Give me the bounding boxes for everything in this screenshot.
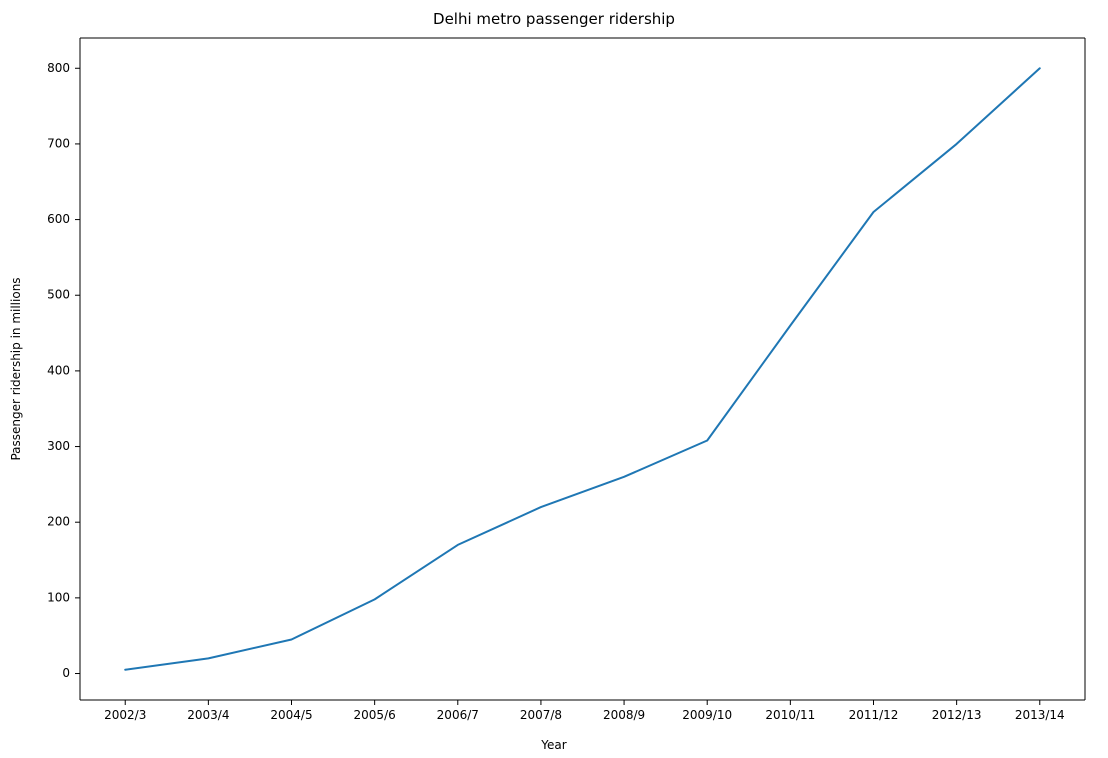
y-tick-label: 200 [47, 515, 70, 529]
y-tick-label: 300 [47, 439, 70, 453]
x-tick-label: 2006/7 [437, 708, 479, 722]
y-tick-label: 0 [62, 666, 70, 680]
x-axis-label: Year [0, 738, 1108, 752]
y-tick-label: 400 [47, 363, 70, 377]
x-tick-label: 2007/8 [520, 708, 562, 722]
x-tick-label: 2005/6 [354, 708, 396, 722]
y-tick-label: 100 [47, 590, 70, 604]
x-tick-label: 2008/9 [603, 708, 645, 722]
x-tick-label: 2013/14 [1015, 708, 1065, 722]
x-tick-label: 2002/3 [104, 708, 146, 722]
data-line [125, 68, 1040, 669]
x-tick-label: 2009/10 [682, 708, 732, 722]
chart-svg: 0 100 200 300 400 500 600 700 800 2002/3 2003/4 200… [0, 0, 1108, 758]
y-tick-label: 700 [47, 136, 70, 150]
x-tick-label: 2003/4 [187, 708, 229, 722]
y-axis-label: Passenger ridership in millions [9, 277, 23, 460]
x-tick-label: 2012/13 [932, 708, 982, 722]
y-tick-label: 800 [47, 61, 70, 75]
x-tick-label: 2011/12 [849, 708, 899, 722]
y-tick-label: 600 [47, 212, 70, 226]
chart-container: Delhi metro passenger ridership 01002003… [0, 0, 1108, 758]
y-tick-label: 500 [47, 288, 70, 302]
x-tick-label: 2010/11 [765, 708, 815, 722]
x-tick-label: 2004/5 [270, 708, 312, 722]
